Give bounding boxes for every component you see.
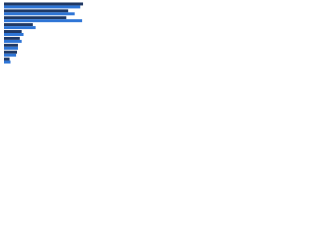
bar — [4, 53, 17, 57]
bar — [4, 60, 11, 64]
bar — [4, 30, 22, 33]
bar — [4, 43, 18, 47]
bar — [4, 2, 84, 6]
bar — [4, 16, 67, 20]
bar — [4, 39, 22, 43]
bar — [4, 12, 75, 16]
bar — [4, 9, 69, 13]
bar — [4, 36, 20, 40]
bar — [4, 46, 18, 50]
bar — [4, 19, 83, 23]
bar — [4, 33, 24, 36]
bar — [4, 57, 10, 61]
chart — [0, 0, 100, 71]
page: (() => { const data = JSON.parse(documen… — [0, 0, 320, 71]
bar — [4, 50, 18, 54]
bar — [4, 23, 33, 27]
bar — [4, 26, 36, 30]
bar — [4, 5, 81, 9]
